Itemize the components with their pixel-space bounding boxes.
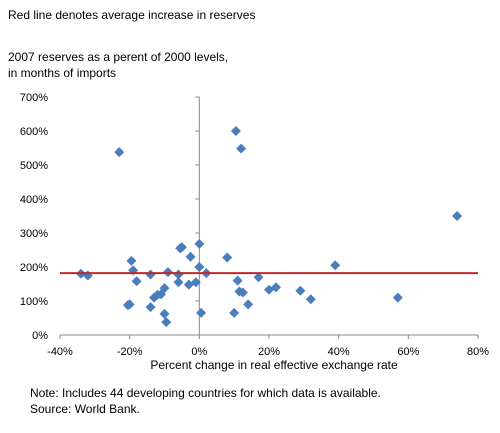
data-point: [452, 211, 463, 221]
data-point: [159, 283, 170, 294]
data-point: [122, 300, 133, 311]
data-point: [126, 255, 137, 266]
data-point: [161, 317, 172, 328]
data-point: [232, 275, 243, 286]
data-point: [175, 243, 186, 254]
data-point: [131, 276, 142, 287]
data-point: [162, 267, 173, 278]
y-tick-label: 0%: [32, 330, 48, 342]
footnote-source: Source: World Bank.: [30, 402, 140, 416]
x-tick-label: 0%: [191, 346, 207, 358]
y-axis-label-line2: in months of imports: [8, 66, 117, 80]
y-tick-label: 700%: [20, 92, 48, 104]
footnote-note: Note: Includes 44 developing countries f…: [30, 386, 381, 400]
data-points: [75, 126, 463, 328]
data-point: [330, 260, 341, 271]
x-axis-ticks: -40% -20% 0% 20% 40% 60% 80%: [47, 335, 489, 358]
x-tick-label: 20%: [258, 346, 280, 358]
y-tick-label: 400%: [20, 194, 48, 206]
data-point: [114, 147, 125, 158]
x-tick-label: 60%: [397, 346, 419, 358]
y-axis-ticks: 0% 100% 200% 300% 400% 500% 600% 700%: [20, 92, 200, 342]
data-point: [392, 292, 403, 303]
y-tick-label: 100%: [20, 296, 48, 308]
chart-subtitle: Red line denotes average increase in res…: [8, 8, 256, 22]
y-tick-label: 300%: [20, 228, 48, 240]
data-point: [229, 307, 240, 318]
y-axis-label-line1: 2007 reserves as a perent of 2000 levels…: [8, 50, 229, 64]
data-point: [295, 285, 306, 296]
data-point: [253, 272, 264, 283]
data-point: [222, 252, 233, 263]
data-point: [185, 251, 196, 262]
data-point: [237, 287, 248, 298]
data-point: [82, 270, 93, 281]
x-tick-label: 40%: [328, 346, 350, 358]
x-axis-title: Percent change in real effective exchang…: [150, 358, 398, 372]
data-point: [190, 277, 201, 288]
data-point: [173, 277, 184, 288]
data-point: [196, 307, 207, 318]
data-point: [236, 143, 247, 154]
data-point: [159, 308, 170, 319]
y-tick-label: 600%: [20, 126, 48, 138]
x-tick-label: -20%: [117, 346, 143, 358]
data-point: [194, 262, 205, 272]
data-point: [305, 294, 316, 305]
x-tick-label: 80%: [467, 346, 489, 358]
data-point: [243, 299, 254, 310]
data-point: [270, 282, 281, 293]
data-point: [230, 126, 241, 136]
x-tick-label: -40%: [47, 346, 73, 358]
data-point: [145, 302, 156, 313]
data-point: [145, 269, 156, 280]
y-tick-label: 200%: [20, 262, 48, 274]
data-point: [194, 238, 205, 249]
y-tick-label: 500%: [20, 160, 48, 172]
data-point: [173, 269, 184, 280]
